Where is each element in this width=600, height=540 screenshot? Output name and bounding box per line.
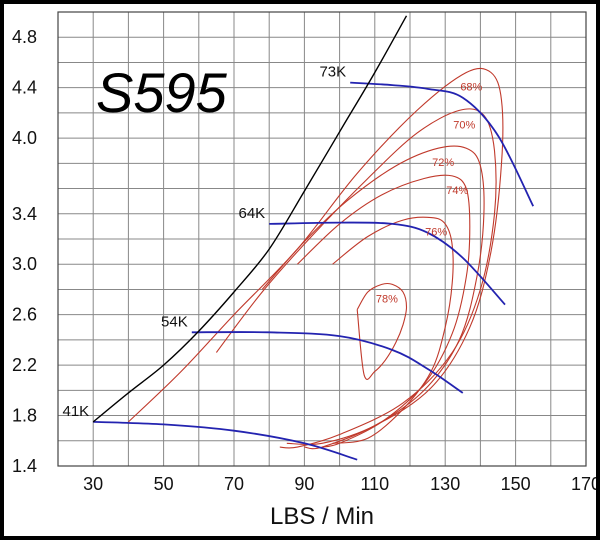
efficiency-label: 70%: [453, 119, 475, 131]
speed-label: 73K: [319, 64, 346, 81]
y-tick-label: 4.8: [12, 27, 37, 47]
speed-line-54k: [191, 331, 464, 394]
efficiency-island-68: [128, 67, 504, 446]
y-tick-label: 4.4: [12, 78, 37, 98]
x-axis-label: LBS / Min: [270, 503, 374, 530]
efficiency-label: 78%: [376, 293, 398, 305]
x-tick-label: 90: [294, 474, 314, 494]
speed-label: 54K: [161, 313, 188, 330]
y-tick-label: 4.0: [12, 128, 37, 148]
x-tick-label: 30: [83, 474, 103, 494]
chart-frame: 1.4 1.8 2.2 2.6 3.0 3.4 4.0 4.4 4.8 30 50 70 90 110 1…: [4, 4, 596, 536]
speed-label: 41K: [62, 403, 89, 420]
efficiency-label: 68%: [460, 82, 482, 94]
efficiency-label: 76%: [425, 227, 447, 239]
y-tick-label: 3.4: [12, 204, 37, 224]
y-tick-labels: 1.4 1.8 2.2 2.6 3.0 3.4 4.0 4.4 4.8: [12, 27, 37, 476]
compressor-map-chart: 1.4 1.8 2.2 2.6 3.0 3.4 4.0 4.4 4.8 30 50 70 90 110 1…: [12, 11, 596, 530]
x-tick-label: 70: [224, 474, 244, 494]
x-tick-label: 110: [360, 474, 389, 494]
y-tick-label: 1.8: [12, 406, 37, 426]
y-tick-label: 2.2: [12, 355, 37, 375]
efficiency-island-70: [215, 108, 497, 449]
efficiency-label: 74%: [446, 185, 468, 197]
y-tick-label: 2.6: [12, 305, 37, 325]
surge-line: [92, 15, 408, 423]
x-tick-label: 50: [154, 474, 174, 494]
efficiency-islands: [128, 67, 504, 450]
x-tick-label: 170: [571, 474, 596, 494]
y-tick-label: 1.4: [12, 456, 37, 476]
speed-line-64k: [269, 221, 506, 306]
x-tick-labels: 30 50 70 90 110 130 150 170: [83, 474, 596, 494]
speed-line-41k: [93, 421, 358, 461]
plot-border: [57, 11, 587, 467]
efficiency-label: 72%: [432, 157, 454, 169]
y-tick-label: 3.0: [12, 254, 37, 274]
speed-line-73k: [350, 81, 535, 207]
x-tick-label: 130: [430, 474, 460, 494]
speed-lines: [93, 81, 535, 461]
chart-title: S595: [96, 61, 228, 124]
speed-label: 64K: [238, 205, 265, 222]
efficiency-labels: 78% 76% 74% 72% 70% 68%: [376, 82, 483, 306]
speed-labels: 41K 54K 64K 73K: [62, 64, 346, 420]
efficiency-island-78: [356, 282, 408, 380]
x-tick-label: 150: [501, 474, 531, 494]
